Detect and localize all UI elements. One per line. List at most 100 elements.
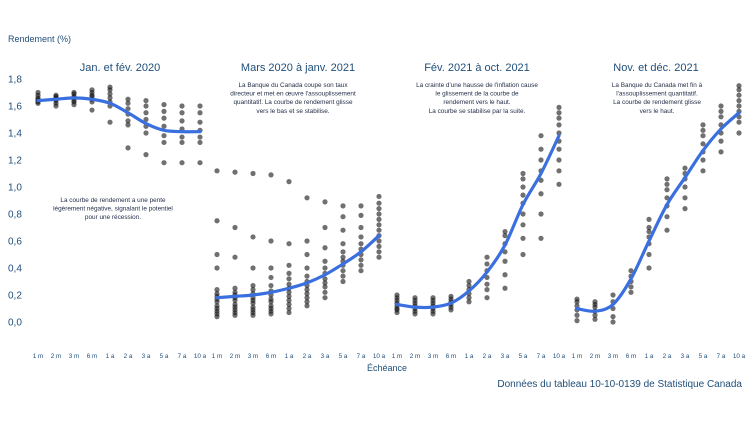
data-point: [89, 107, 95, 113]
data-point: [556, 146, 562, 152]
data-point: [664, 187, 670, 193]
panel-title: Nov. et déc. 2021: [613, 62, 698, 74]
panel-note-line: La courbe se stabilise par la suite.: [429, 108, 526, 115]
data-point: [682, 195, 688, 201]
data-point: [646, 265, 652, 271]
data-point: [286, 281, 292, 287]
data-point: [538, 157, 544, 163]
x-tick-label: 5 a: [160, 353, 169, 360]
data-point: [664, 195, 670, 201]
data-point: [268, 172, 274, 178]
data-point: [232, 301, 238, 308]
data-point: [232, 224, 238, 231]
data-point: [340, 278, 346, 285]
data-point: [538, 191, 544, 197]
data-point: [646, 224, 652, 231]
data-point: [358, 224, 364, 231]
data-point: [250, 304, 256, 310]
data-point: [700, 127, 706, 133]
panel-note-line: pour une récession.: [85, 214, 141, 221]
data-point: [412, 295, 418, 301]
data-point: [286, 276, 292, 282]
data-point: [358, 241, 364, 247]
data-point: [682, 206, 688, 212]
data-point: [502, 272, 508, 278]
data-point: [125, 100, 131, 106]
x-tick-label: 1 a: [465, 353, 474, 360]
data-point: [179, 134, 185, 140]
data-point: [736, 103, 742, 109]
data-point: [700, 157, 706, 163]
data-point: [610, 319, 616, 325]
data-point: [700, 133, 706, 139]
data-point: [736, 92, 742, 98]
x-tick-label: 1 a: [285, 353, 294, 360]
data-point: [125, 122, 131, 128]
data-point: [646, 251, 652, 258]
data-point: [250, 234, 256, 240]
data-point: [646, 228, 652, 235]
x-tick-label: 1 m: [212, 353, 223, 360]
x-tick-label: 7 a: [717, 353, 726, 360]
data-point: [268, 282, 274, 289]
data-point: [143, 110, 149, 116]
data-point: [448, 293, 454, 299]
x-tick-label: 5 a: [699, 353, 708, 360]
data-point: [700, 141, 706, 147]
x-tick-label: 2 a: [663, 353, 672, 360]
data-point: [143, 130, 149, 136]
data-point: [197, 119, 203, 125]
data-point: [304, 273, 310, 279]
data-point: [161, 133, 167, 139]
data-point: [268, 303, 274, 309]
data-point: [718, 103, 724, 109]
y-tick-label: 1,6: [8, 102, 22, 113]
panel-note-line: La Banque du Canada coupe son taux: [238, 82, 348, 89]
data-point: [592, 299, 598, 305]
data-point: [556, 181, 562, 187]
y-tick-label: 0,8: [8, 210, 22, 221]
data-point: [466, 299, 472, 305]
x-tick-label: 3 m: [428, 353, 439, 360]
data-point: [250, 282, 256, 289]
data-point: [286, 270, 292, 276]
data-point: [232, 169, 238, 175]
data-point: [502, 285, 508, 291]
y-axis-ticks: 0,0 0,2 0,4 0,6 0,8 1,0 1,2 1,4 1,6 1,8: [8, 75, 22, 329]
data-point: [286, 293, 292, 299]
data-point: [520, 170, 526, 177]
data-point: [376, 193, 382, 200]
y-tick-label: 1,0: [8, 183, 22, 194]
x-tick-label: 2 a: [483, 353, 492, 360]
x-tick-label: 2 a: [303, 353, 312, 360]
data-point: [35, 89, 41, 96]
data-point: [340, 268, 346, 274]
chart-panels: Jan. et fév. 2020 La courbe de rendement …: [33, 62, 746, 360]
data-point: [143, 98, 149, 104]
panel-note-line: légèrement négative, signalant le potent…: [53, 206, 173, 213]
data-point: [700, 168, 706, 174]
source-note: Données du tableau 10-10-0139 de Statist…: [497, 379, 742, 390]
data-point: [304, 265, 310, 271]
data-point: [718, 114, 724, 120]
data-point: [340, 227, 346, 233]
data-point: [340, 241, 346, 247]
data-point: [664, 227, 670, 233]
data-point: [304, 303, 310, 309]
y-tick-label: 0,6: [8, 237, 22, 248]
data-point: [556, 115, 562, 121]
data-point: [322, 245, 328, 251]
data-point: [179, 160, 185, 166]
data-point: [664, 181, 670, 187]
data-point: [340, 249, 346, 255]
data-point: [376, 200, 382, 206]
data-point: [376, 206, 382, 212]
x-tick-label: 3 a: [681, 353, 690, 360]
data-point: [322, 224, 328, 231]
data-point: [574, 318, 580, 324]
x-tick-label: 3 a: [142, 353, 151, 360]
panel-title: Fév. 2021 à oct. 2021: [424, 62, 530, 74]
panel-note-line: vers le bas et se stabilise.: [256, 108, 329, 115]
data-point: [736, 83, 742, 89]
x-tick-label: 6 m: [626, 353, 637, 360]
